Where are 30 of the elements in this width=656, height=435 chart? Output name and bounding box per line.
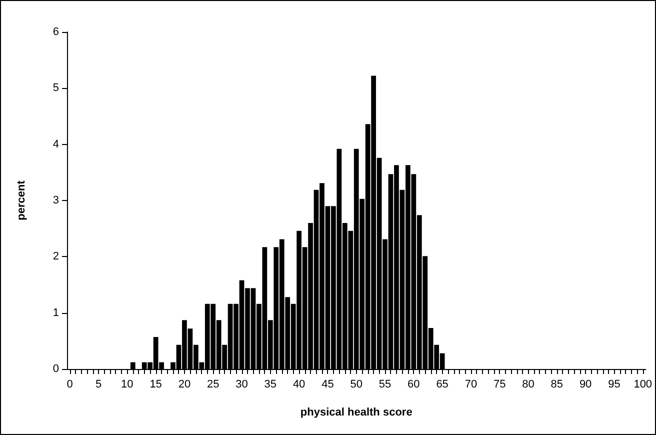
x-tick-label: 20 [178,378,191,390]
y-tick-label: 3 [52,194,59,206]
x-tick-label: 35 [264,378,277,390]
x-tick-label: 5 [95,378,102,390]
x-tick-label: 25 [206,378,220,390]
x-tick-label: 55 [378,378,392,390]
x-tick-label: 90 [579,378,592,390]
y-tick-label: 4 [52,138,59,150]
x-tick-label: 50 [350,378,362,390]
y-tick-label: 6 [52,26,59,38]
x-tick-label: 60 [408,378,420,390]
x-tick-label: 15 [150,378,162,390]
y-axis-title: percent [16,180,28,220]
x-axis-title: physical health score [300,406,412,418]
x-tick-label: 70 [464,378,478,390]
y-tick-label: 0 [52,363,59,375]
x-tick-label: 80 [522,378,534,390]
x-tick-label: 40 [292,378,306,390]
x-tick-label: 30 [236,378,248,390]
y-tick-label: 5 [52,82,59,94]
x-tick-label: 10 [121,378,134,390]
x-tick-label: 100 [634,378,652,390]
y-tick-label: 1 [52,306,59,319]
x-tick-label: 0 [66,378,73,390]
x-tick-label: 85 [550,378,564,390]
x-tick-label: 45 [322,378,334,390]
y-tick-label: 2 [52,250,59,263]
x-tick-label: 65 [436,378,448,390]
x-tick-label: 95 [608,378,620,390]
x-tick-label: 75 [493,378,506,390]
